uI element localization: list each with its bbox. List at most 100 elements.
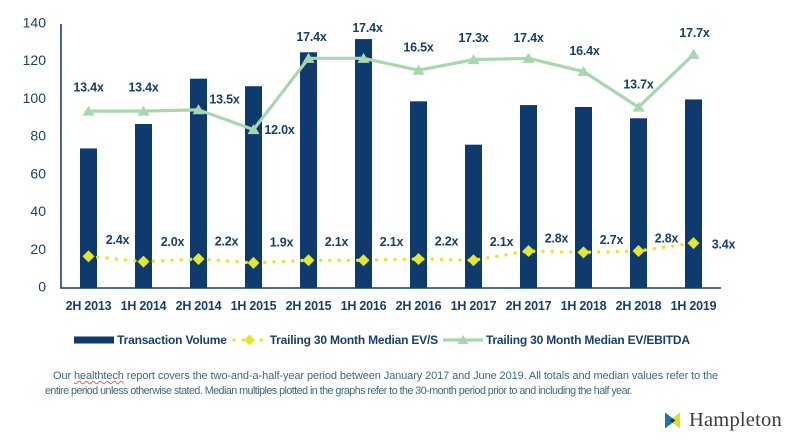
x-tick-label: 2H 2016	[396, 299, 442, 313]
bar	[465, 144, 482, 288]
point-label: 16.5x	[403, 41, 434, 55]
x-tick-label: 2H 2014	[176, 299, 222, 313]
point-label: 2.2x	[215, 234, 239, 248]
footnote-line-2: entire period unless otherwise stated. M…	[45, 384, 632, 397]
y-tick-label: 0	[38, 279, 46, 295]
hampleton-logo-text: Hampleton	[689, 409, 782, 431]
point-label: 13.7x	[623, 78, 654, 92]
point-label: 16.4x	[569, 44, 600, 58]
x-tick-label: 1H 2019	[671, 299, 717, 313]
footnote: Our healthtech report covers the two-and…	[45, 369, 755, 398]
diamond-marker	[577, 246, 590, 259]
x-tick-label: 2H 2015	[286, 299, 332, 313]
chart-legend: Transaction Volume Trailing 30 Month Medi…	[0, 331, 764, 349]
point-label: 2.2x	[435, 234, 459, 248]
y-tick-label: 120	[23, 52, 47, 68]
evebitda-line	[88, 53, 695, 132]
point-label: 2.4x	[106, 233, 130, 247]
diamond-marker	[687, 237, 700, 250]
legend-swatch-dotted-diamond	[232, 334, 267, 346]
bar	[355, 39, 372, 289]
point-label: 2.1x	[380, 235, 404, 249]
triangle-marker	[137, 105, 150, 116]
point-label: 17.4x	[513, 31, 544, 45]
point-label: 17.3x	[458, 31, 489, 45]
point-label: 3.4x	[712, 238, 736, 252]
diamond-marker	[82, 250, 95, 263]
y-tick-label: 20	[30, 241, 46, 257]
diamond-marker	[412, 252, 425, 265]
triangle-marker	[632, 101, 645, 112]
bar	[300, 52, 317, 289]
triangle-marker	[357, 52, 370, 63]
diamond-marker	[247, 256, 260, 269]
point-label: 17.7x	[679, 26, 710, 40]
triangle-marker	[467, 54, 480, 65]
legend-swatch-bar	[74, 336, 115, 344]
point-label: 2.7x	[600, 233, 624, 247]
bar	[520, 105, 537, 288]
legend-item: Trailing 30 Month Median EV/EBITDA	[442, 333, 690, 347]
triangle-marker	[302, 52, 315, 63]
y-tick-label: 140	[23, 15, 47, 31]
x-tick-label: 1H 2014	[121, 299, 167, 313]
triangle-marker	[247, 124, 260, 135]
hampleton-logo: Hampleton	[665, 409, 782, 432]
bar	[575, 106, 592, 288]
x-tick-label: 2H 2017	[506, 299, 552, 313]
hampleton-logo-icon	[665, 412, 680, 429]
bar	[80, 148, 97, 288]
point-label: 13.4x	[73, 81, 104, 95]
x-tick-label: 2H 2013	[66, 299, 112, 313]
bar	[245, 86, 262, 288]
point-label: 17.4x	[352, 21, 383, 35]
diamond-marker	[632, 245, 645, 258]
triangle-marker	[412, 64, 425, 75]
x-tick-label: 1H 2015	[231, 299, 277, 313]
point-label: 12.0x	[264, 123, 295, 137]
legend-label: Trailing 30 Month Median EV/S	[269, 333, 438, 347]
point-label: 1.9x	[270, 235, 294, 249]
legend-item: Transaction Volume	[74, 333, 227, 347]
axes	[60, 24, 721, 289]
y-tick-label: 100	[23, 90, 47, 106]
x-tick-label: 1H 2018	[561, 299, 607, 313]
triangle-marker	[522, 52, 535, 63]
triangle-marker	[687, 48, 700, 59]
triangle-marker	[192, 104, 205, 115]
point-label: 13.5x	[209, 92, 240, 106]
bar	[630, 118, 647, 289]
diamond-marker	[467, 254, 480, 267]
x-tick-label: 2H 2018	[616, 299, 662, 313]
point-label: 2.1x	[490, 235, 514, 249]
y-tick-label: 80	[30, 128, 46, 144]
triangle-marker	[577, 66, 590, 77]
x-tick-label: 1H 2016	[341, 299, 387, 313]
diamond-marker	[192, 252, 205, 265]
footnote-highlight-word: healthtech	[74, 370, 124, 382]
x-tick-label: 1H 2017	[451, 299, 497, 313]
point-label: 2.1x	[325, 235, 349, 249]
point-label: 2.8x	[655, 232, 679, 246]
y-tick-label: 40	[30, 203, 46, 219]
diamond-marker	[522, 245, 535, 258]
bar	[190, 78, 207, 288]
y-tick-label: 60	[30, 165, 46, 181]
point-label: 2.0x	[161, 235, 185, 249]
legend-label: Transaction Volume	[117, 333, 227, 347]
legend-label: Trailing 30 Month Median EV/EBITDA	[485, 333, 690, 347]
legend-item: Trailing 30 Month Median EV/S	[232, 333, 438, 347]
point-label: 2.8x	[545, 232, 569, 246]
diamond-marker	[137, 255, 150, 268]
point-label: 17.4x	[296, 30, 327, 44]
diamond-marker	[302, 254, 315, 267]
bar	[135, 123, 152, 288]
combo-chart: 0 20 40 60 80 100 120 140 2H 2013 1H 2014 2H 2014 1…	[23, 15, 736, 314]
triangle-marker	[82, 105, 95, 116]
diamond-marker	[357, 254, 370, 267]
footnote-text: Our	[53, 370, 74, 382]
point-label: 13.4x	[128, 81, 159, 95]
legend-swatch-line-triangle	[442, 335, 483, 344]
footnote-line-1: Our healthtech report covers the two-and…	[45, 369, 755, 384]
